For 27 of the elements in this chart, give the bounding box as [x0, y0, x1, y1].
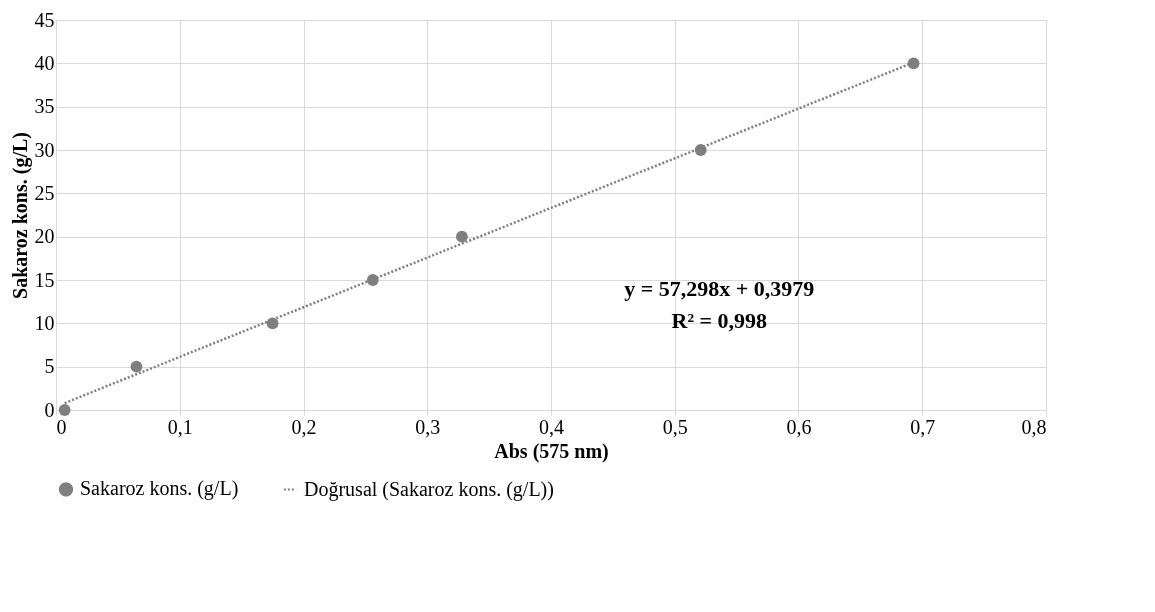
y-tick-label: 10	[34, 311, 55, 334]
y-tick-label: 30	[34, 138, 55, 161]
legend-label: Sakaroz kons. (g/L)	[80, 477, 239, 501]
y-tick-label: 45	[34, 8, 55, 31]
y-tick-label: 35	[34, 95, 55, 118]
x-tick-label: 0,7	[910, 415, 936, 438]
x-tick-label: 0,4	[539, 415, 564, 438]
point	[130, 360, 143, 373]
point	[58, 404, 71, 416]
legend-label: Doğrusal (Sakaroz kons. (g/L))	[304, 477, 554, 501]
y-tick-label: 0	[44, 398, 55, 421]
y-axis-title: Sakaroz kons. (g/L)	[8, 132, 32, 299]
x-tick-label: 0,5	[662, 415, 688, 438]
x-tick-label: 0,3	[415, 415, 441, 438]
y-tick-label: 15	[34, 268, 55, 291]
annotation: y = 57,298x + 0,3979	[624, 276, 815, 302]
point	[455, 230, 468, 243]
x-tick-label: 0,1	[167, 415, 193, 438]
x-tick-label: 0,2	[291, 415, 317, 438]
y-tick-label: 5	[44, 355, 55, 378]
x-axis-title: Abs (575 nm)	[494, 439, 609, 463]
y-tick-label: 20	[34, 225, 55, 248]
x-tick-label: 0,8	[1021, 415, 1047, 438]
y-tick-label: 40	[34, 51, 55, 74]
annotation: R² = 0,998	[671, 308, 768, 334]
x-tick-label: 0,6	[786, 415, 812, 438]
y-tick-label: 25	[34, 181, 55, 204]
